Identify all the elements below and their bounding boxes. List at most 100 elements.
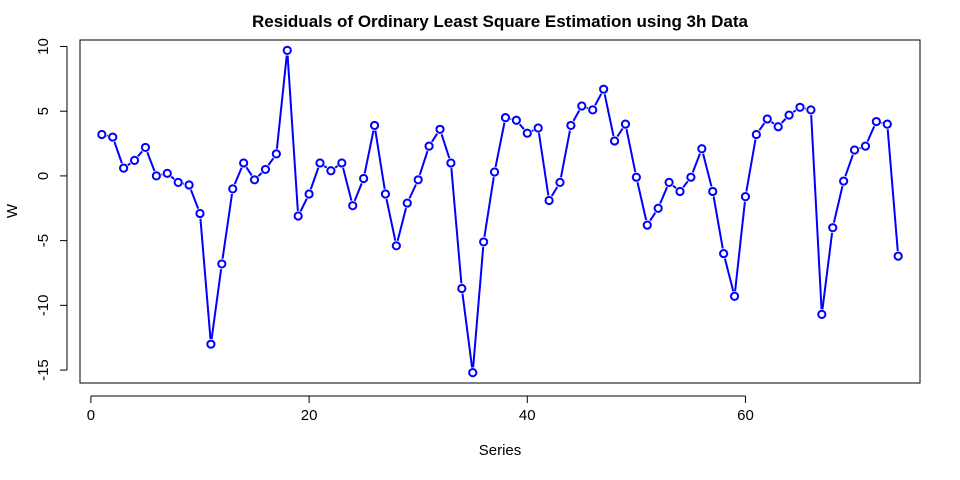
series-line-segment bbox=[334, 165, 339, 169]
data-point bbox=[588, 105, 598, 115]
series-line-segment bbox=[210, 268, 223, 340]
data-point bbox=[424, 141, 434, 151]
series-line-segment bbox=[723, 258, 735, 292]
series-line-segment bbox=[672, 184, 677, 189]
data-point bbox=[413, 175, 423, 185]
x-axis-label: Series bbox=[479, 442, 522, 459]
series-line-segment bbox=[844, 154, 854, 177]
data-point bbox=[293, 211, 303, 221]
data-point bbox=[249, 175, 260, 185]
series-line-segment bbox=[431, 133, 439, 143]
series-line-segment bbox=[810, 115, 823, 310]
series-line-segment bbox=[625, 129, 637, 173]
data-point bbox=[686, 172, 696, 182]
plot-frame bbox=[79, 39, 921, 384]
data-point bbox=[555, 177, 565, 187]
series-line-segment bbox=[245, 166, 253, 176]
data-point bbox=[740, 192, 751, 202]
data-point bbox=[348, 201, 358, 211]
data-point bbox=[795, 102, 805, 112]
series-line-segment bbox=[385, 198, 397, 241]
series-line-segment bbox=[832, 185, 844, 223]
series-line-segment bbox=[396, 207, 407, 242]
data-point bbox=[609, 136, 620, 146]
x-tick-label: 20 bbox=[301, 407, 318, 424]
data-point bbox=[839, 176, 849, 186]
data-point bbox=[653, 203, 663, 213]
series-line-segment bbox=[199, 218, 212, 340]
x-axis: 0 20 40 60 bbox=[87, 395, 754, 424]
series-line-segment bbox=[712, 196, 724, 249]
y-axis-label: W bbox=[4, 203, 21, 218]
data-point bbox=[599, 84, 609, 94]
data-point bbox=[860, 141, 871, 151]
series-line-segment bbox=[616, 127, 624, 138]
data-point bbox=[119, 163, 129, 173]
data-point bbox=[271, 149, 281, 159]
data-point bbox=[664, 177, 674, 187]
data-point bbox=[151, 171, 161, 181]
x-tick-label: 0 bbox=[87, 407, 95, 424]
series-line-segment bbox=[659, 186, 668, 204]
series-line-segment bbox=[323, 165, 328, 169]
series-line-segment bbox=[146, 151, 156, 172]
series-line-segment bbox=[221, 193, 233, 259]
series-line-segment bbox=[137, 150, 143, 158]
series-line-segment bbox=[734, 201, 746, 292]
data-point bbox=[729, 291, 740, 301]
series-line-segment bbox=[267, 157, 275, 166]
series-line-segment bbox=[127, 162, 131, 166]
data-point bbox=[457, 283, 467, 294]
data-point bbox=[784, 110, 794, 120]
x-tick-label: 60 bbox=[737, 407, 754, 424]
y-tick-label: 10 bbox=[35, 38, 52, 55]
data-point bbox=[762, 114, 772, 124]
data-point bbox=[140, 142, 151, 153]
residual-series bbox=[97, 45, 903, 378]
data-point bbox=[631, 172, 641, 182]
data-point bbox=[697, 144, 707, 154]
series-line-segment bbox=[299, 198, 308, 212]
data-point bbox=[708, 186, 718, 197]
data-point bbox=[239, 158, 249, 168]
y-tick-label: -5 bbox=[35, 234, 52, 247]
series-line-segment bbox=[649, 212, 657, 222]
series-line-segment bbox=[821, 232, 834, 310]
data-point bbox=[97, 129, 107, 140]
data-point bbox=[642, 220, 652, 230]
data-point bbox=[108, 132, 118, 142]
data-point bbox=[435, 124, 445, 134]
series-line-segment bbox=[170, 175, 175, 180]
series-line-segment bbox=[472, 247, 485, 368]
data-point bbox=[304, 189, 314, 199]
data-point bbox=[806, 105, 816, 115]
data-point bbox=[893, 251, 903, 261]
data-point bbox=[337, 158, 347, 168]
data-point bbox=[675, 186, 685, 197]
series-line-segment bbox=[418, 150, 429, 176]
data-point bbox=[402, 198, 412, 208]
data-point bbox=[369, 120, 380, 131]
series-line-segment bbox=[886, 129, 899, 252]
series-line-segment bbox=[113, 141, 123, 164]
series-line-segment bbox=[518, 123, 525, 130]
data-point bbox=[751, 129, 761, 140]
series-line-segment bbox=[494, 122, 506, 168]
series-line-segment bbox=[702, 153, 713, 187]
data-point bbox=[882, 119, 892, 129]
data-point bbox=[719, 248, 729, 259]
data-point bbox=[162, 168, 172, 178]
data-point bbox=[206, 339, 216, 349]
data-point bbox=[173, 177, 183, 187]
data-point bbox=[849, 145, 860, 155]
series-line-segment bbox=[440, 133, 451, 159]
data-point bbox=[282, 45, 292, 55]
y-tick-label: -10 bbox=[35, 294, 52, 316]
series-line-segment bbox=[550, 186, 559, 197]
series-line-segment bbox=[572, 110, 581, 122]
data-point bbox=[446, 158, 456, 168]
data-point bbox=[184, 180, 194, 190]
series-line-segment bbox=[682, 180, 689, 188]
data-point bbox=[522, 128, 532, 138]
